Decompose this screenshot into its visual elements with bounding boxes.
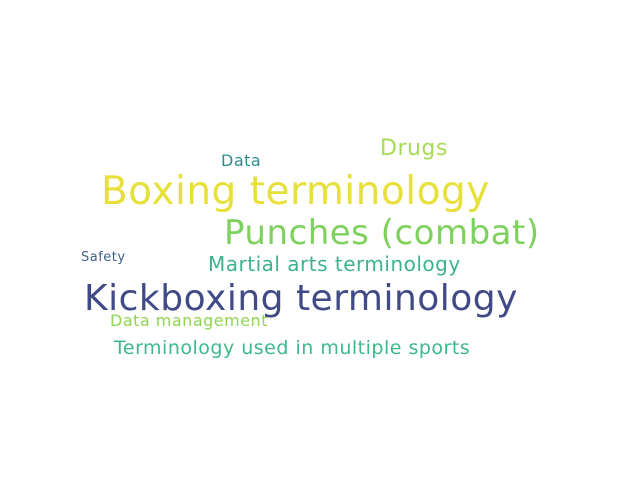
word-boxing-terminology: Boxing terminology <box>101 169 490 214</box>
word-drugs: Drugs <box>380 136 448 161</box>
word-punches-combat: Punches (combat) <box>224 213 540 253</box>
word-kickboxing-terminology: Kickboxing terminology <box>84 278 518 319</box>
word-data-management: Data management <box>110 311 268 330</box>
word-data: Data <box>221 151 262 170</box>
word-safety: Safety <box>81 250 126 265</box>
word-martial-arts-terminology: Martial arts terminology <box>208 252 461 276</box>
word-terminology-multiple-sports: Terminology used in multiple sports <box>114 337 471 359</box>
